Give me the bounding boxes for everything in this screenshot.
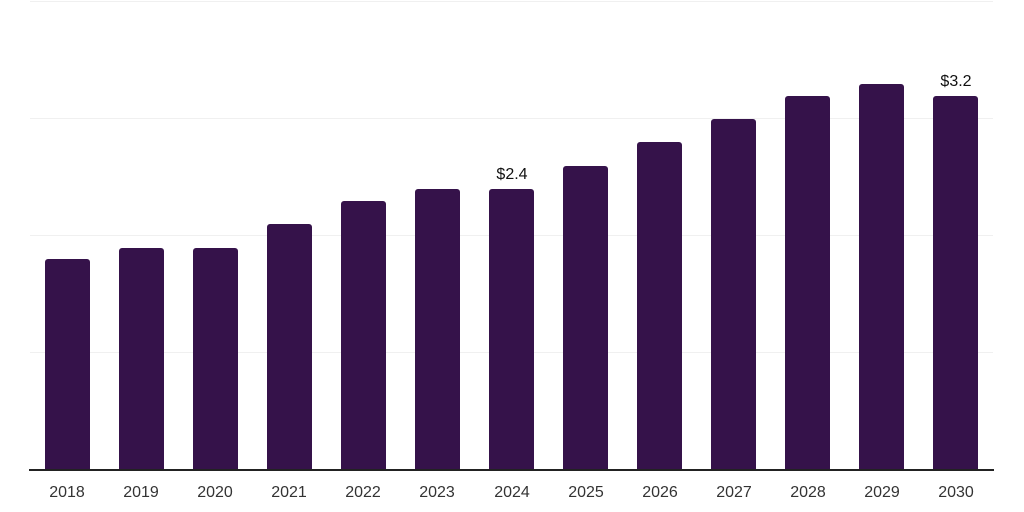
x-tick-label-2026: 2026 [642, 484, 678, 501]
bar-2021 [267, 224, 312, 470]
x-tick-label-2020: 2020 [197, 484, 233, 501]
bar-2025 [563, 166, 608, 470]
x-tick-label-2022: 2022 [345, 484, 381, 501]
x-tick-label-2025: 2025 [568, 484, 604, 501]
x-tick-label-2028: 2028 [790, 484, 826, 501]
x-axis-line [29, 469, 994, 471]
x-tick-label-2019: 2019 [123, 484, 159, 501]
gridline [30, 118, 993, 119]
x-tick-label-2030: 2030 [938, 484, 974, 501]
bar-2018 [45, 259, 90, 470]
x-tick-label-2024: 2024 [494, 484, 530, 501]
bar-2019 [119, 248, 164, 470]
x-tick-label-2023: 2023 [419, 484, 455, 501]
bar-2023 [415, 189, 460, 470]
bar-2028 [785, 96, 830, 470]
bar-2029 [859, 84, 904, 470]
x-tick-label-2027: 2027 [716, 484, 752, 501]
value-annotation-2030: $3.2 [940, 73, 972, 90]
x-tick-label-2018: 2018 [49, 484, 85, 501]
bar-2024 [489, 189, 534, 470]
x-tick-label-2029: 2029 [864, 484, 900, 501]
value-annotation-2024: $2.4 [496, 166, 528, 183]
bar-2027 [711, 119, 756, 470]
x-tick-label-2021: 2021 [271, 484, 307, 501]
bar-2026 [637, 142, 682, 470]
bar-2020 [193, 248, 238, 470]
gridline [30, 1, 993, 2]
bar-2022 [341, 201, 386, 470]
bar-2030 [933, 96, 978, 470]
